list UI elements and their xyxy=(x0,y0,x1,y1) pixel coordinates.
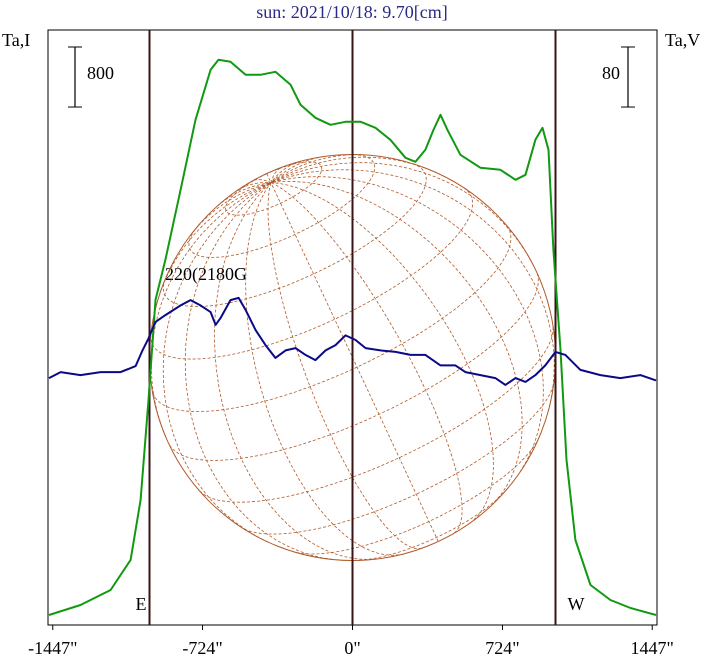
grid-curve xyxy=(358,492,505,561)
x-tick-label: 1447" xyxy=(631,638,674,658)
grid-curve xyxy=(270,182,439,542)
grid-curve xyxy=(253,179,272,183)
grid-curve xyxy=(270,162,534,266)
scale-label: 800 xyxy=(87,63,114,83)
grid-curve xyxy=(225,161,323,216)
grid-curve xyxy=(270,167,281,183)
grid-curve xyxy=(191,182,272,234)
x-tick-label: -724" xyxy=(182,638,222,658)
grid-curve xyxy=(270,156,425,183)
x-tick-label: 724" xyxy=(485,638,519,658)
series-line xyxy=(48,58,657,616)
grid-curve xyxy=(270,176,544,473)
grid-curve xyxy=(270,169,555,412)
grid-curve xyxy=(267,182,422,550)
grid-curve xyxy=(244,384,554,535)
limb-label: W xyxy=(568,594,585,614)
chart-title: sun: 2021/10/18: 9.70[cm] xyxy=(256,2,448,22)
solar-grid xyxy=(150,154,555,561)
grid-curve xyxy=(152,227,512,413)
grid-curve xyxy=(266,173,272,183)
limb-label: E xyxy=(136,594,147,614)
y2-axis-label: Ta,V xyxy=(665,30,700,50)
grid-curve xyxy=(188,154,376,258)
annotation: 220(2180G xyxy=(165,264,247,285)
grid-curve xyxy=(150,182,272,438)
grid-curve xyxy=(270,182,463,534)
grid-curve xyxy=(270,180,523,503)
grid-curve xyxy=(162,182,272,543)
y-axis-label: Ta,I xyxy=(2,30,30,50)
grid-curve xyxy=(163,163,427,307)
grid-curve xyxy=(270,182,494,521)
grid-curve xyxy=(160,182,272,292)
grid-curve xyxy=(184,182,333,560)
x-tick-label: -1447" xyxy=(28,638,77,658)
grid-curve xyxy=(270,161,300,183)
grid-curve xyxy=(214,182,373,560)
grid-curve xyxy=(270,154,361,183)
grid-curve xyxy=(150,187,473,360)
grid-curve xyxy=(245,182,399,556)
grid-curve xyxy=(199,326,554,503)
series-line xyxy=(48,296,657,386)
x-tick-label: 0" xyxy=(344,638,360,658)
scale-label: 80 xyxy=(602,63,620,83)
grid-curve xyxy=(236,182,271,192)
